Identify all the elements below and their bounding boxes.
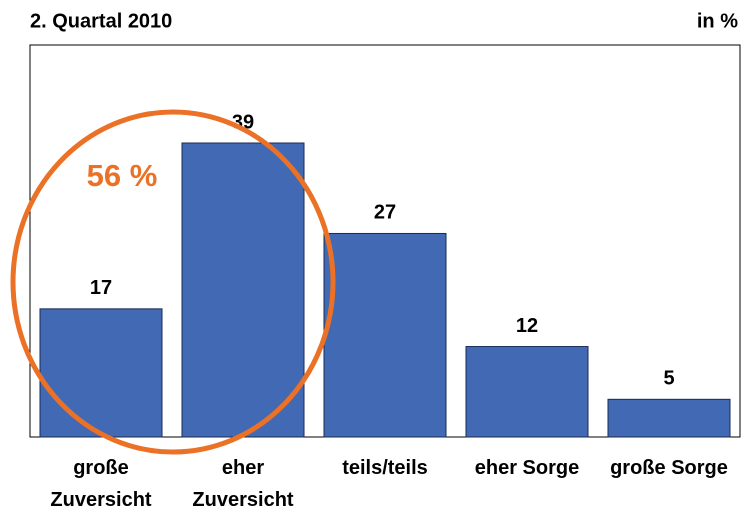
x-tick-label: eher Sorge (474, 457, 580, 479)
unit-label: in % (697, 10, 738, 32)
x-tick-label: eher Zuversicht (192, 457, 294, 511)
data-label: 12 (516, 315, 538, 337)
annotation: 56 % (87, 158, 158, 193)
chart-title: 2. Quartal 2010 (30, 10, 172, 32)
bar (323, 232, 447, 438)
bar (181, 142, 305, 438)
data-label: 5 (663, 368, 674, 390)
x-tick-label: große Sorge (610, 457, 728, 479)
data-label: 27 (374, 202, 396, 224)
bar (39, 308, 163, 438)
highlight-ellipse (10, 109, 336, 455)
x-tick-label: teils/teils (342, 457, 428, 479)
x-tick-label: große Zuversicht (50, 457, 152, 511)
bar (465, 346, 589, 438)
data-label: 17 (90, 277, 112, 299)
bar (607, 398, 731, 438)
